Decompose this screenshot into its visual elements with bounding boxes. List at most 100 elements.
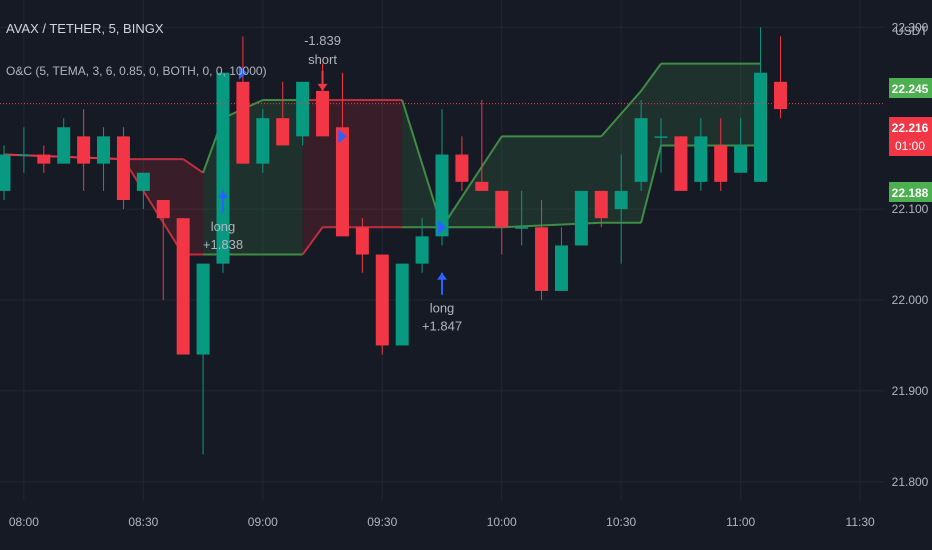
candle: [535, 200, 549, 300]
candle-body: [435, 154, 449, 237]
signal-label: long: [430, 301, 455, 316]
entry-marker-icon: [438, 220, 446, 235]
countdown-text: 01:00: [895, 139, 925, 153]
candle: [116, 127, 130, 210]
long-arrowhead-icon: [217, 190, 228, 198]
candle: [216, 72, 230, 273]
candle-body: [97, 136, 111, 164]
signal-long: long +1.838: [203, 190, 243, 252]
candle-body: [335, 127, 349, 237]
candle: [634, 100, 648, 191]
candle: [136, 172, 150, 210]
indicator-legend[interactable]: O&C (5, TEMA, 3, 6, 0.85, 0, BOTH, 0, 0,…: [6, 64, 267, 78]
band-upper-line: [401, 99, 443, 228]
candle-body: [415, 236, 429, 264]
candles: [0, 27, 787, 455]
price-tag-last-text: 22.216: [892, 121, 929, 135]
candle-body: [256, 118, 270, 164]
symbol-title[interactable]: AVAX / TETHER, 5, BINGX: [6, 21, 164, 36]
y-tick-label: 21.900: [892, 384, 929, 398]
candle: [156, 200, 170, 300]
candle-body: [57, 127, 71, 164]
band-lower-line: [301, 226, 324, 256]
candle: [475, 100, 489, 191]
long-arrowhead-icon: [437, 272, 447, 280]
band-lower-line: [640, 145, 662, 223]
band-fill: [641, 63, 662, 223]
band-fill: [661, 63, 761, 146]
candle-body: [176, 218, 190, 355]
band-upper-line: [182, 158, 204, 174]
candle: [375, 254, 389, 355]
candle: [236, 36, 250, 164]
candle: [674, 136, 688, 191]
candle-body: [375, 254, 389, 346]
candle: [714, 118, 728, 191]
candle-body: [475, 181, 489, 191]
candle-body: [77, 136, 91, 164]
band-upper-line: [441, 135, 503, 228]
signal-pnl: +1.838: [203, 237, 243, 252]
candle-body: [634, 118, 648, 182]
band-fill: [262, 100, 303, 255]
y-tick-label: 22.100: [892, 202, 929, 216]
candle: [335, 72, 349, 237]
candle-body: [554, 245, 568, 291]
candle: [196, 263, 210, 455]
candle-body: [614, 190, 628, 210]
candle-body: [216, 72, 230, 264]
candle: [57, 118, 71, 164]
band-lower-line: [122, 158, 185, 256]
grid-lines: [0, 0, 884, 500]
signal-long: long +1.847: [422, 272, 462, 334]
price-tag-high: 22.245: [889, 78, 932, 98]
price-tag-low: 22.188: [889, 182, 932, 202]
candle-body: [316, 90, 330, 137]
x-tick-label: 08:00: [9, 515, 39, 529]
candle: [256, 109, 270, 173]
candle: [455, 136, 469, 191]
candle: [415, 218, 429, 273]
candle: [37, 145, 51, 173]
time-axis[interactable]: 08:00 08:30 09:00 09:30 10:00 10:30 11:00 11:30: [9, 515, 875, 529]
candle: [395, 263, 409, 346]
candle: [574, 190, 588, 246]
candle: [355, 218, 369, 273]
candle: [435, 109, 449, 246]
band-upper-line: [640, 63, 662, 92]
band-upper-line: [600, 90, 642, 138]
x-tick-label: 10:30: [606, 515, 636, 529]
candle-body: [196, 263, 210, 355]
short-arrowhead-icon: [317, 83, 328, 91]
candle-body: [0, 154, 11, 191]
price-tag-low-text: 22.188: [892, 186, 929, 200]
candle-body: [296, 81, 310, 137]
candle-body: [136, 172, 150, 191]
candle-body: [355, 227, 369, 255]
band-fill: [302, 100, 323, 255]
candle: [734, 118, 748, 173]
candle-body: [574, 190, 588, 246]
price-tag-high-text: 22.245: [892, 82, 929, 96]
candle-body: [694, 136, 708, 182]
candle: [495, 190, 509, 255]
currency-label: USDT: [895, 24, 928, 38]
candle-body: [395, 263, 409, 346]
candle: [773, 36, 787, 119]
x-tick-label: 10:00: [487, 515, 517, 529]
candle: [754, 27, 768, 182]
price-axis[interactable]: 22.300 22.100 22.000 21.900 21.800: [892, 20, 929, 489]
y-tick-label: 22.000: [892, 293, 929, 307]
x-tick-label: 09:30: [367, 515, 397, 529]
entry-marker-icon: [238, 65, 247, 80]
entry-marker-icon: [338, 129, 347, 144]
candle-body: [754, 72, 768, 182]
y-tick-label: 22.300: [892, 20, 929, 34]
candle: [97, 127, 111, 191]
x-tick-label: 09:00: [248, 515, 278, 529]
signal-short: short -1.839: [304, 33, 341, 91]
candle: [554, 227, 568, 291]
signal-pnl: +1.847: [422, 319, 462, 334]
